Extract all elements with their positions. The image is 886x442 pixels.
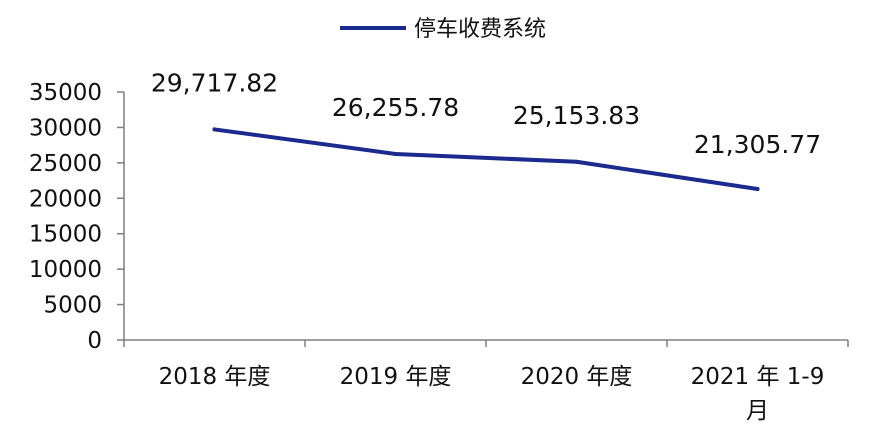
y-tick-label: 25000 <box>29 151 102 177</box>
x-tick-label: 2019 年度 <box>340 364 452 390</box>
data-label: 21,305.77 <box>694 130 821 159</box>
x-tick-label: 2020 年度 <box>521 364 633 390</box>
y-tick-label: 0 <box>87 328 102 354</box>
data-point <box>212 127 217 132</box>
series-layer <box>212 127 760 192</box>
legend-label: 停车收费系统 <box>414 17 546 42</box>
data-point <box>574 159 579 164</box>
y-tick-label: 15000 <box>29 222 102 248</box>
x-tick-label: 2018 年度 <box>159 364 271 390</box>
y-tick-label: 10000 <box>29 257 102 283</box>
y-tick-label: 35000 <box>29 80 102 106</box>
y-axis: 0 5000 10000 15000 20000 25000 30000 35000 <box>29 80 125 354</box>
y-tick-label: 20000 <box>29 186 102 212</box>
data-label: 29,717.82 <box>151 68 278 97</box>
data-label: 26,255.78 <box>332 93 459 122</box>
x-tick-label: 2021 年 1-9 月 <box>691 364 825 424</box>
data-label: 25,153.83 <box>513 101 640 130</box>
data-point <box>393 151 398 156</box>
legend: 停车收费系统 <box>340 17 546 42</box>
y-tick-label: 30000 <box>29 115 102 141</box>
series-line <box>212 127 760 192</box>
data-labels: 29,717.82 26,255.78 25,153.83 21,305.77 <box>151 68 821 159</box>
y-tick-label: 5000 <box>43 293 102 319</box>
data-point <box>755 187 760 192</box>
x-axis: 2018 年度 2019 年度 2020 年度 2021 年 1-9 月 <box>123 339 849 424</box>
